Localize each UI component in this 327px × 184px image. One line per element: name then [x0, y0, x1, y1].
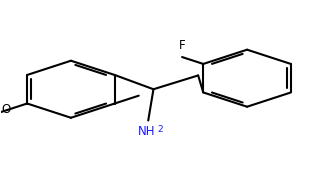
Text: O: O: [1, 103, 10, 116]
Text: 2: 2: [158, 125, 164, 134]
Text: F: F: [179, 39, 185, 52]
Text: NH: NH: [138, 125, 155, 138]
